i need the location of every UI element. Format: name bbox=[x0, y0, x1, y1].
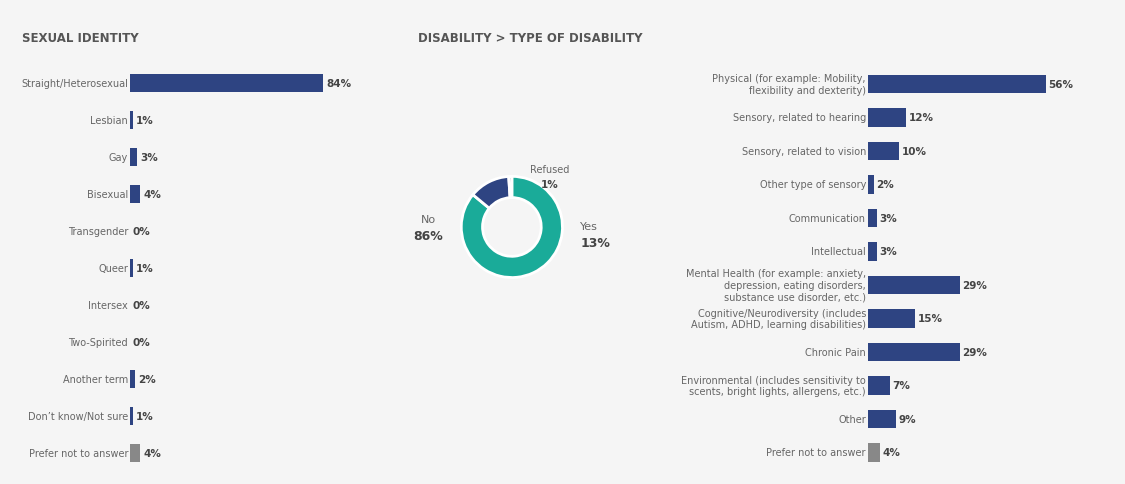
Bar bbox=[130, 112, 133, 130]
Text: 3%: 3% bbox=[141, 153, 159, 163]
Bar bbox=[130, 185, 140, 204]
Text: DISABILITY > TYPE OF DISABILITY: DISABILITY > TYPE OF DISABILITY bbox=[417, 32, 642, 45]
Text: 1%: 1% bbox=[541, 180, 559, 190]
Text: Another term: Another term bbox=[63, 375, 128, 384]
Text: 0%: 0% bbox=[133, 337, 151, 348]
Text: 4%: 4% bbox=[883, 447, 901, 457]
Bar bbox=[130, 149, 137, 167]
Text: Two-Spirited: Two-Spirited bbox=[69, 337, 128, 348]
Bar bbox=[867, 443, 881, 462]
Text: 29%: 29% bbox=[963, 347, 988, 357]
Bar bbox=[867, 343, 960, 362]
Text: Prefer not to answer: Prefer not to answer bbox=[766, 447, 866, 457]
Bar bbox=[867, 377, 890, 395]
Bar bbox=[867, 176, 874, 194]
Bar bbox=[867, 276, 960, 295]
Bar bbox=[130, 370, 135, 389]
Text: 12%: 12% bbox=[908, 113, 934, 123]
Text: 56%: 56% bbox=[1048, 80, 1073, 90]
Text: Yes: Yes bbox=[580, 222, 598, 231]
Text: 9%: 9% bbox=[899, 414, 917, 424]
Wedge shape bbox=[472, 177, 510, 209]
Text: 7%: 7% bbox=[892, 380, 910, 391]
Bar bbox=[867, 142, 900, 161]
Text: SEXUAL IDENTITY: SEXUAL IDENTITY bbox=[22, 32, 140, 45]
Text: 1%: 1% bbox=[136, 264, 154, 273]
Text: 10%: 10% bbox=[902, 147, 927, 157]
Text: Queer: Queer bbox=[98, 264, 128, 273]
Wedge shape bbox=[508, 177, 512, 198]
Text: 3%: 3% bbox=[880, 247, 898, 257]
Text: Prefer not to answer: Prefer not to answer bbox=[28, 448, 128, 458]
Text: 4%: 4% bbox=[143, 190, 161, 200]
Text: Gay: Gay bbox=[109, 153, 128, 163]
Bar bbox=[130, 407, 133, 425]
Bar bbox=[867, 310, 916, 328]
Bar bbox=[867, 242, 878, 261]
Text: 29%: 29% bbox=[963, 280, 988, 290]
Text: Bisexual: Bisexual bbox=[87, 190, 128, 200]
Text: 1%: 1% bbox=[136, 116, 154, 126]
Text: Other: Other bbox=[838, 414, 866, 424]
Text: 0%: 0% bbox=[133, 227, 151, 237]
Bar bbox=[867, 209, 878, 227]
Text: Communication: Communication bbox=[789, 213, 866, 224]
Text: Chronic Pain: Chronic Pain bbox=[806, 347, 866, 357]
Bar bbox=[867, 109, 906, 127]
Text: Other type of sensory: Other type of sensory bbox=[759, 180, 866, 190]
Text: 84%: 84% bbox=[326, 79, 351, 89]
Text: Sensory, related to hearing: Sensory, related to hearing bbox=[732, 113, 866, 123]
Bar bbox=[130, 444, 140, 463]
Text: Refused: Refused bbox=[530, 165, 569, 174]
Text: Don’t know/Not sure: Don’t know/Not sure bbox=[28, 411, 128, 422]
Bar bbox=[867, 76, 1046, 94]
Text: 13%: 13% bbox=[580, 237, 610, 250]
Bar bbox=[867, 410, 897, 428]
Text: 1%: 1% bbox=[136, 411, 154, 422]
Bar bbox=[130, 75, 323, 93]
Text: Physical (for example: Mobility,
flexibility and dexterity): Physical (for example: Mobility, flexibi… bbox=[712, 74, 866, 96]
Text: 2%: 2% bbox=[876, 180, 894, 190]
Text: Lesbian: Lesbian bbox=[90, 116, 128, 126]
Text: 3%: 3% bbox=[880, 213, 898, 224]
Text: Intersex: Intersex bbox=[89, 301, 128, 311]
Bar bbox=[130, 259, 133, 278]
Text: Transgender: Transgender bbox=[68, 227, 128, 237]
Text: Straight/Heterosexual: Straight/Heterosexual bbox=[21, 79, 128, 89]
Text: 0%: 0% bbox=[133, 301, 151, 311]
Text: 86%: 86% bbox=[414, 230, 443, 243]
Text: No: No bbox=[421, 215, 436, 225]
Text: Cognitive/Neurodiversity (includes
Autism, ADHD, learning disabilities): Cognitive/Neurodiversity (includes Autis… bbox=[691, 308, 866, 330]
Text: Mental Health (for example: anxiety,
depression, eating disorders,
substance use: Mental Health (for example: anxiety, dep… bbox=[686, 269, 866, 302]
Text: Intellectual: Intellectual bbox=[811, 247, 866, 257]
Text: Sensory, related to vision: Sensory, related to vision bbox=[741, 147, 866, 157]
Text: 15%: 15% bbox=[918, 314, 943, 324]
Text: 4%: 4% bbox=[143, 448, 161, 458]
Wedge shape bbox=[461, 177, 562, 278]
Text: Environmental (includes sensitivity to
scents, bright lights, allergens, etc.): Environmental (includes sensitivity to s… bbox=[682, 375, 866, 396]
Text: 2%: 2% bbox=[138, 375, 156, 384]
